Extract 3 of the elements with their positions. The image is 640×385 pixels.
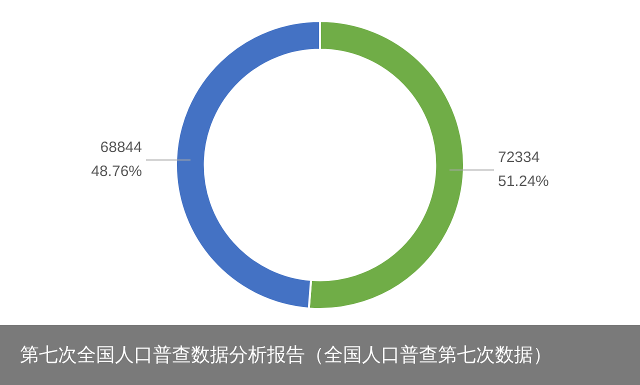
text: 第七次全国人口普查数据分析报告（全国人口普查第七次数据） bbox=[0, 325, 640, 385]
data-label: 68844 48.76% bbox=[91, 139, 142, 180]
data-label: 72334 51.24% bbox=[498, 149, 549, 190]
